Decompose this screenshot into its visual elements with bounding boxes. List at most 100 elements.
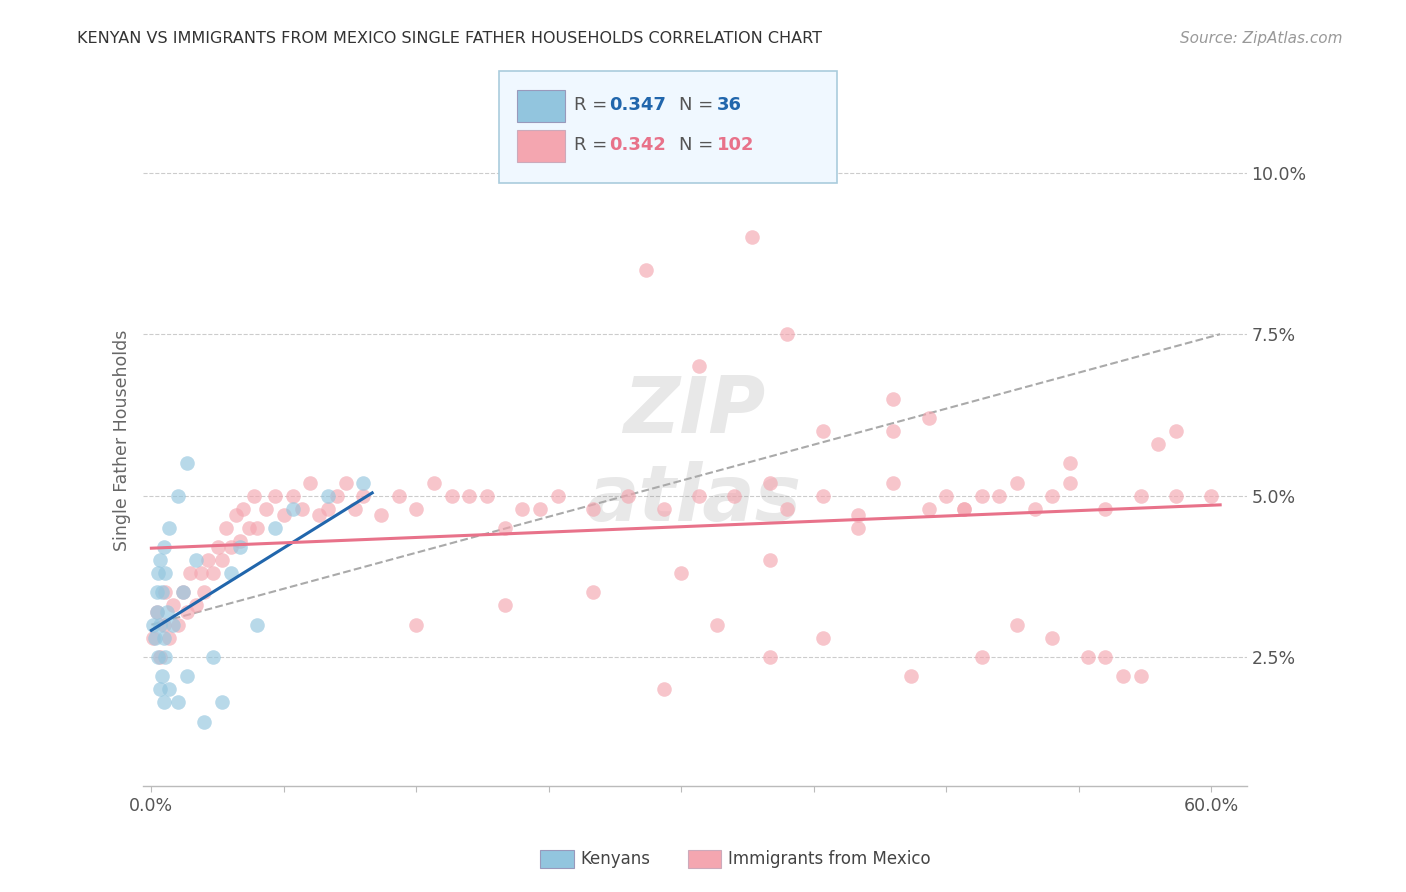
Point bbox=[157, 682, 180, 697]
Point bbox=[547, 489, 569, 503]
Point bbox=[953, 501, 976, 516]
Point bbox=[273, 508, 295, 522]
Point bbox=[150, 669, 173, 683]
Point bbox=[219, 566, 242, 580]
Point bbox=[1077, 650, 1099, 665]
Point bbox=[167, 695, 190, 709]
Point bbox=[758, 475, 780, 490]
Point bbox=[176, 669, 198, 683]
Point bbox=[264, 521, 287, 535]
Point bbox=[193, 714, 215, 729]
Point bbox=[152, 541, 174, 555]
Point bbox=[494, 521, 516, 535]
Point bbox=[776, 327, 799, 342]
Point bbox=[145, 605, 167, 619]
Point bbox=[1040, 631, 1063, 645]
Point bbox=[1112, 669, 1135, 683]
Point bbox=[776, 501, 799, 516]
Point bbox=[184, 599, 207, 613]
Point bbox=[388, 489, 411, 503]
Point bbox=[1129, 669, 1152, 683]
Point bbox=[150, 585, 173, 599]
Point bbox=[352, 475, 374, 490]
Point bbox=[617, 489, 640, 503]
Point bbox=[155, 585, 177, 599]
Point bbox=[152, 695, 174, 709]
Point bbox=[988, 489, 1011, 503]
Point bbox=[811, 424, 834, 438]
Point bbox=[162, 599, 184, 613]
Point bbox=[953, 501, 976, 516]
Point bbox=[155, 650, 177, 665]
Text: 102: 102 bbox=[717, 136, 755, 154]
Point bbox=[900, 669, 922, 683]
Point bbox=[142, 617, 165, 632]
Point bbox=[157, 521, 180, 535]
Point bbox=[157, 631, 180, 645]
Point bbox=[149, 650, 172, 665]
Point bbox=[197, 553, 219, 567]
Point bbox=[156, 605, 179, 619]
Point bbox=[475, 489, 498, 503]
Point bbox=[308, 508, 330, 522]
Point bbox=[1094, 650, 1116, 665]
Point bbox=[1024, 501, 1046, 516]
Point bbox=[1040, 489, 1063, 503]
Point bbox=[211, 553, 233, 567]
Point bbox=[529, 501, 551, 516]
Point bbox=[1059, 475, 1081, 490]
Point bbox=[145, 585, 167, 599]
Point bbox=[246, 521, 269, 535]
Text: ZIP
atlas: ZIP atlas bbox=[588, 373, 801, 536]
Point bbox=[405, 617, 427, 632]
Text: N =: N = bbox=[679, 136, 713, 154]
Point bbox=[152, 617, 174, 632]
Text: 0.342: 0.342 bbox=[609, 136, 665, 154]
Point bbox=[143, 631, 166, 645]
Point bbox=[370, 508, 392, 522]
Point bbox=[172, 585, 194, 599]
Point bbox=[167, 617, 190, 632]
Point bbox=[970, 489, 993, 503]
Point bbox=[343, 501, 366, 516]
Point bbox=[148, 650, 170, 665]
Point bbox=[846, 521, 869, 535]
Text: R =: R = bbox=[574, 96, 613, 114]
Point bbox=[243, 489, 266, 503]
Point bbox=[458, 489, 481, 503]
Point bbox=[184, 553, 207, 567]
Text: 0.347: 0.347 bbox=[609, 96, 665, 114]
Point bbox=[202, 566, 225, 580]
Text: 36: 36 bbox=[717, 96, 742, 114]
Point bbox=[652, 682, 675, 697]
Point bbox=[688, 489, 710, 503]
Text: KENYAN VS IMMIGRANTS FROM MEXICO SINGLE FATHER HOUSEHOLDS CORRELATION CHART: KENYAN VS IMMIGRANTS FROM MEXICO SINGLE … bbox=[77, 31, 823, 46]
Point bbox=[172, 585, 194, 599]
Point bbox=[179, 566, 201, 580]
Point bbox=[281, 501, 304, 516]
Point bbox=[582, 585, 605, 599]
Point bbox=[281, 489, 304, 503]
Point bbox=[162, 617, 184, 632]
Point bbox=[219, 541, 242, 555]
Point bbox=[741, 230, 763, 244]
Point bbox=[149, 553, 172, 567]
Point bbox=[326, 489, 349, 503]
Point bbox=[207, 541, 229, 555]
Text: Source: ZipAtlas.com: Source: ZipAtlas.com bbox=[1180, 31, 1343, 46]
Point bbox=[352, 489, 374, 503]
Point bbox=[202, 650, 225, 665]
Point bbox=[688, 359, 710, 374]
Point bbox=[1094, 501, 1116, 516]
Point bbox=[1164, 489, 1187, 503]
Point bbox=[1059, 456, 1081, 470]
Point bbox=[176, 605, 198, 619]
Point bbox=[970, 650, 993, 665]
Point bbox=[882, 424, 904, 438]
Point bbox=[582, 501, 605, 516]
Point bbox=[145, 605, 167, 619]
Point bbox=[634, 262, 657, 277]
Point bbox=[706, 617, 728, 632]
Point bbox=[232, 501, 254, 516]
Point bbox=[1201, 489, 1223, 503]
